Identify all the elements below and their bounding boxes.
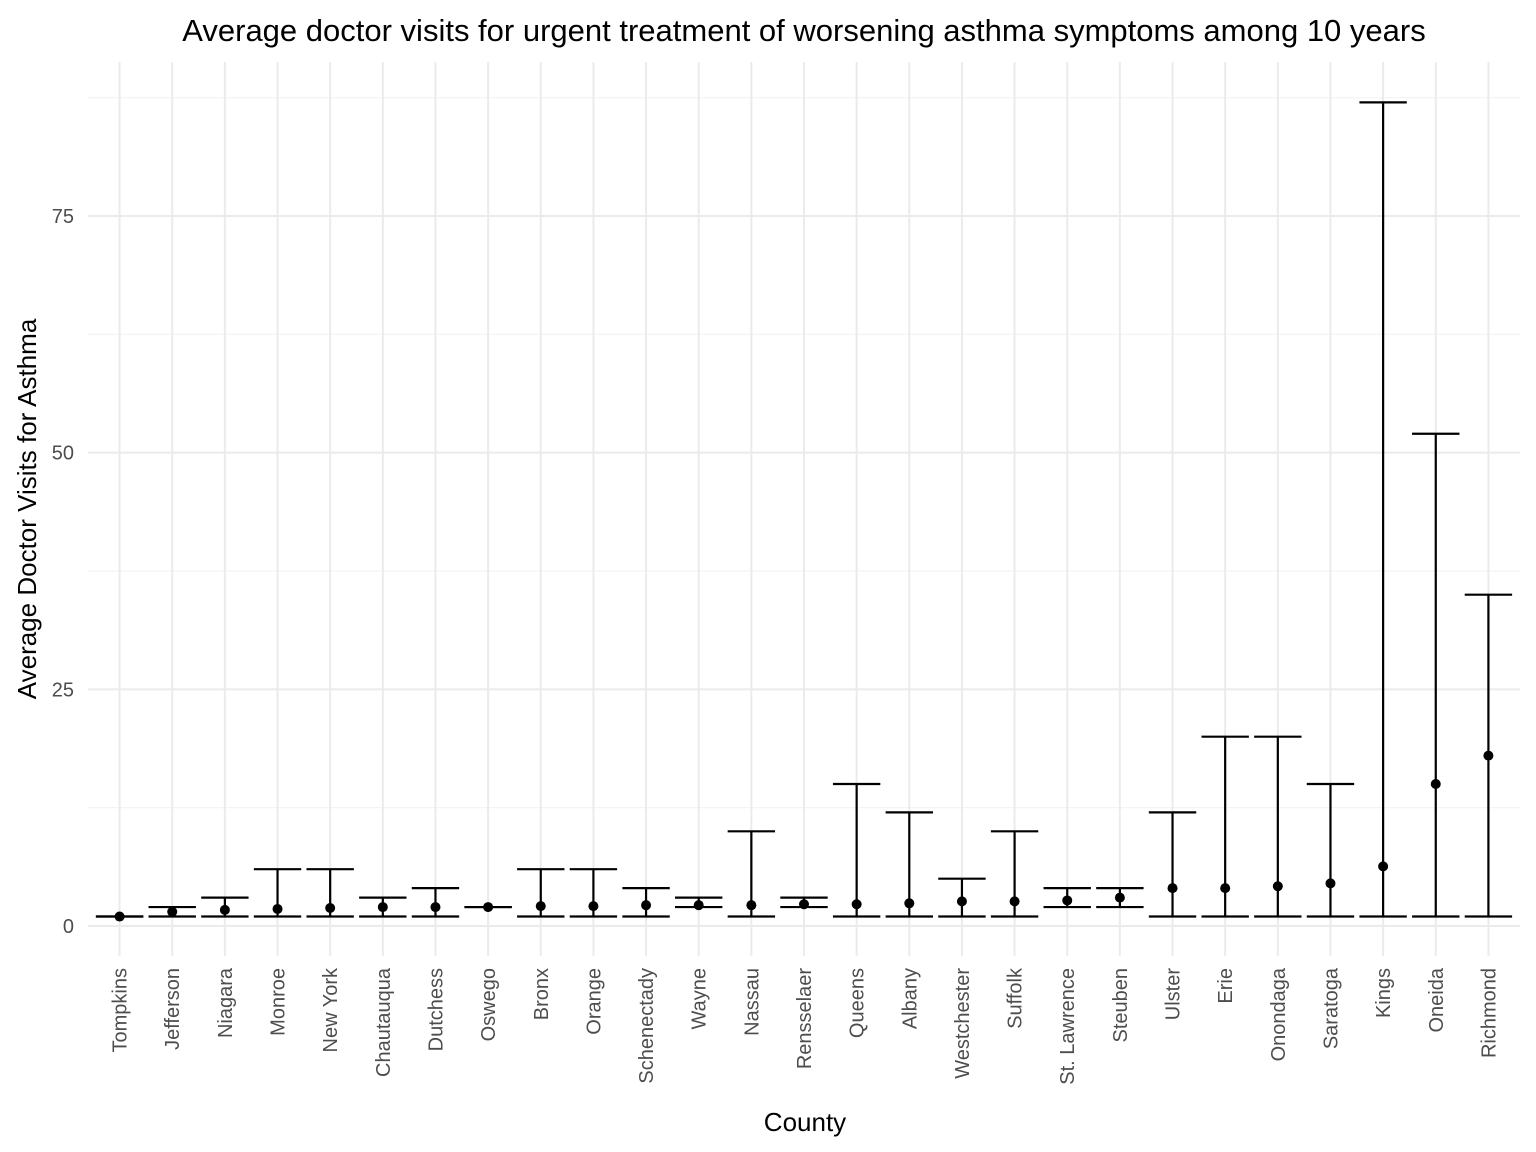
- x-tick-label: Nassau: [741, 968, 763, 1036]
- errorbar-oswego: [464, 902, 512, 913]
- mean-point: [799, 899, 809, 910]
- x-tick-label: Steuben: [1110, 968, 1132, 1043]
- mean-point: [377, 902, 388, 913]
- x-tick-label: New York: [320, 967, 342, 1052]
- errorbar-schenectady: [622, 887, 670, 918]
- x-tick-label: Suffolk: [1005, 967, 1027, 1029]
- mean-point: [1220, 883, 1231, 894]
- mean-point: [851, 899, 862, 910]
- errorbar-new-york: [306, 868, 354, 918]
- x-tick-label: Rensselaer: [794, 968, 816, 1070]
- errorbar-wayne: [675, 896, 723, 911]
- errorbar-oneida: [1412, 432, 1460, 918]
- mean-point: [1325, 878, 1336, 889]
- grid: [88, 62, 1520, 956]
- errorbar-rensselaer: [780, 896, 828, 910]
- y-tick-label: 0: [63, 916, 74, 938]
- errorbar-bronx: [517, 868, 565, 918]
- x-tick-label: Monroe: [268, 968, 290, 1036]
- errorbar-saratoga: [1306, 782, 1355, 918]
- mean-point: [1009, 896, 1020, 907]
- errorbar-monroe: [253, 868, 302, 918]
- mean-point: [114, 911, 125, 922]
- mean-point: [272, 903, 283, 914]
- mean-point: [430, 902, 441, 913]
- errorbar-albany: [885, 811, 933, 918]
- mean-point: [167, 906, 178, 917]
- x-tick-label: Richmond: [1478, 968, 1500, 1058]
- mean-point: [1062, 895, 1073, 906]
- x-tick-label: Wayne: [689, 968, 711, 1030]
- mean-point: [904, 898, 915, 909]
- errorbar-dutchess: [411, 887, 460, 918]
- x-axis-title: County: [764, 1107, 846, 1137]
- errorbar-niagara: [201, 896, 249, 918]
- mean-point: [641, 900, 652, 911]
- x-tick-label: Erie: [1215, 968, 1237, 1004]
- x-tick-labels: Tompkins Jefferson Niagara Monroe New York Ch…: [110, 967, 1501, 1085]
- x-tick-label: Kings: [1373, 968, 1395, 1018]
- mean-point: [1378, 861, 1389, 872]
- x-tick-label: Oneida: [1426, 967, 1448, 1032]
- errorbar-queens: [832, 782, 881, 918]
- mean-point: [956, 896, 967, 907]
- y-tick-label: 50: [52, 443, 74, 465]
- mean-point: [1483, 750, 1494, 761]
- mean-point: [746, 900, 757, 911]
- x-tick-label: Schenectady: [636, 968, 658, 1084]
- y-axis-title: Average Doctor Visits for Asthma: [12, 318, 42, 699]
- y-tick-label: 75: [52, 206, 74, 228]
- errorbar-kings: [1359, 101, 1407, 918]
- mean-point: [693, 900, 704, 911]
- y-tick-label: 25: [52, 679, 74, 701]
- errorbar-onondaga: [1254, 735, 1302, 918]
- errorbar-orange: [569, 868, 618, 918]
- x-tick-label: Orange: [583, 968, 605, 1035]
- errorbar-steuben: [1096, 887, 1144, 909]
- x-tick-label: Dutchess: [425, 968, 447, 1051]
- errorbar-richmond: [1464, 593, 1513, 918]
- errorbar-jefferson: [148, 905, 196, 918]
- x-tick-label: Westchester: [952, 968, 974, 1079]
- errorbar-suffolk: [990, 830, 1039, 918]
- mean-point: [535, 901, 546, 912]
- x-tick-label: Chautauqua: [373, 967, 395, 1077]
- x-tick-label: St. Lawrence: [1057, 968, 1079, 1085]
- errorbar-nassau: [727, 830, 776, 918]
- mean-point: [1272, 881, 1283, 892]
- errorbar-ulster: [1148, 811, 1197, 918]
- errorbar-erie: [1201, 735, 1249, 918]
- x-tick-label: Bronx: [531, 968, 553, 1020]
- chart-title: Average doctor visits for urgent treatme…: [182, 13, 1425, 48]
- mean-point: [1114, 892, 1125, 903]
- x-tick-label: Jefferson: [162, 968, 184, 1050]
- errorbar-chautauqua: [359, 896, 407, 918]
- x-tick-label: Tompkins: [110, 968, 132, 1052]
- mean-point: [1430, 779, 1441, 789]
- x-tick-label: Saratoga: [1320, 967, 1342, 1049]
- mean-point: [325, 903, 336, 914]
- x-tick-label: Onondaga: [1268, 967, 1290, 1061]
- y-tick-labels: 0 25 50 75: [52, 206, 74, 938]
- x-tick-label: Ulster: [1163, 968, 1185, 1021]
- x-tick-label: Oswego: [478, 968, 500, 1041]
- x-tick-label: Albany: [899, 968, 921, 1029]
- mean-point: [1167, 883, 1178, 894]
- errorbar-st-lawrence: [1043, 887, 1091, 909]
- mean-point: [483, 902, 494, 913]
- mean-point: [219, 904, 230, 915]
- errorbar-westchester: [938, 877, 986, 918]
- mean-point: [588, 901, 599, 912]
- x-tick-label: Niagara: [215, 967, 237, 1038]
- x-tick-label: Queens: [847, 968, 869, 1038]
- errorbar-tompkins: [95, 911, 144, 922]
- chart-marks: [95, 101, 1513, 922]
